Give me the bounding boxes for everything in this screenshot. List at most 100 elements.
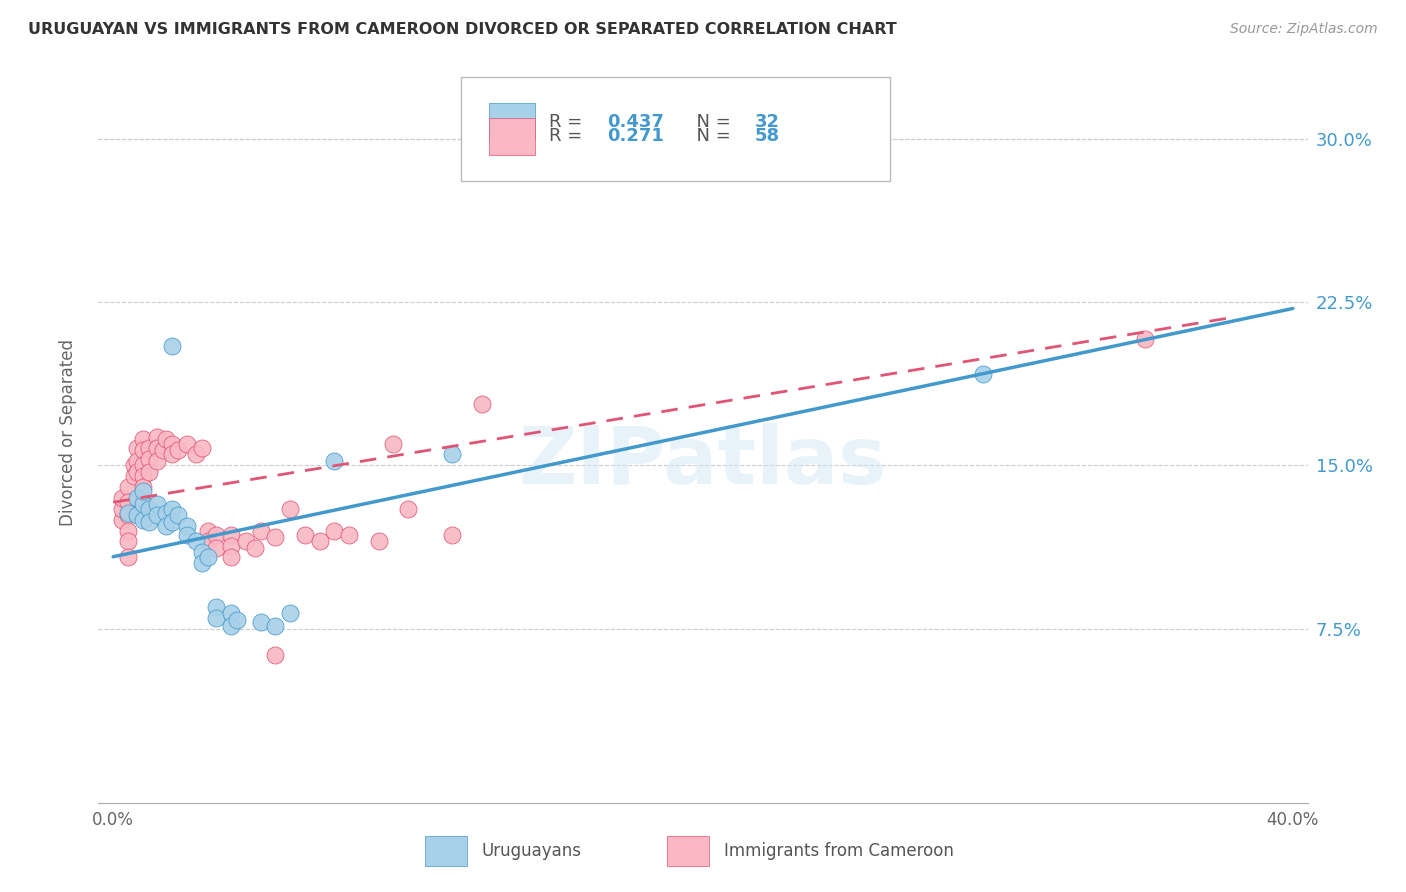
Point	[131, 513, 153, 527]
Point	[131, 498, 153, 512]
Point	[205, 599, 228, 614]
Point	[471, 397, 494, 411]
Point	[117, 480, 139, 494]
Point	[131, 495, 153, 509]
Text: Source: ZipAtlas.com: Source: ZipAtlas.com	[1230, 22, 1378, 37]
Point	[219, 549, 242, 564]
Point	[122, 458, 145, 473]
Point	[308, 534, 330, 549]
Point	[117, 534, 139, 549]
Point	[117, 506, 139, 520]
Text: R =: R =	[550, 128, 589, 145]
Point	[264, 619, 287, 633]
Text: URUGUAYAN VS IMMIGRANTS FROM CAMEROON DIVORCED OR SEPARATED CORRELATION CHART: URUGUAYAN VS IMMIGRANTS FROM CAMEROON DI…	[28, 22, 897, 37]
Point	[138, 515, 160, 529]
Bar	[425, 836, 467, 866]
Point	[441, 447, 464, 461]
Point	[219, 528, 242, 542]
Point	[111, 501, 134, 516]
Point	[197, 524, 219, 538]
Point	[176, 528, 198, 542]
Point	[167, 508, 190, 523]
Point	[278, 501, 301, 516]
Point	[117, 495, 139, 509]
Point	[190, 545, 212, 559]
Point	[160, 436, 183, 450]
Point	[294, 528, 316, 542]
Point	[131, 443, 153, 458]
Text: N =: N =	[685, 112, 737, 130]
Point	[146, 441, 169, 455]
Point	[205, 528, 228, 542]
Bar	[666, 836, 709, 866]
Point	[125, 465, 148, 479]
Point	[138, 465, 160, 479]
Point	[125, 508, 148, 523]
Point	[205, 611, 228, 625]
Text: 0.271: 0.271	[607, 128, 665, 145]
Point	[146, 498, 169, 512]
Text: Uruguayans: Uruguayans	[482, 842, 582, 860]
Point	[125, 491, 148, 505]
Point	[249, 615, 271, 629]
Point	[382, 436, 405, 450]
Point	[176, 519, 198, 533]
Point	[323, 524, 346, 538]
Point	[337, 528, 360, 542]
Point	[152, 443, 174, 458]
Point	[131, 458, 153, 473]
Point	[243, 541, 266, 555]
Point	[122, 469, 145, 483]
Point	[278, 607, 301, 621]
Point	[125, 441, 148, 455]
Point	[197, 534, 219, 549]
Point	[155, 519, 177, 533]
Point	[111, 513, 134, 527]
Point	[131, 480, 153, 494]
Point	[111, 491, 134, 505]
Point	[190, 556, 212, 570]
Y-axis label: Divorced or Separated: Divorced or Separated	[59, 339, 77, 526]
Point	[131, 484, 153, 499]
Point	[160, 501, 183, 516]
Text: 32: 32	[755, 112, 780, 130]
Point	[117, 524, 139, 538]
Point	[323, 454, 346, 468]
Point	[138, 501, 160, 516]
Point	[160, 515, 183, 529]
Point	[226, 613, 249, 627]
Point	[131, 469, 153, 483]
Bar	[489, 118, 534, 155]
Text: R =: R =	[550, 112, 589, 130]
Point	[197, 549, 219, 564]
Point	[160, 338, 183, 352]
Point	[117, 549, 139, 564]
Point	[264, 648, 287, 662]
Point	[155, 506, 177, 520]
Point	[146, 454, 169, 468]
Point	[125, 454, 148, 468]
Point	[219, 539, 242, 553]
Point	[441, 528, 464, 542]
Point	[972, 367, 994, 381]
Point	[249, 524, 271, 538]
Bar	[489, 103, 534, 140]
FancyBboxPatch shape	[461, 78, 890, 181]
Point	[138, 451, 160, 466]
Point	[1135, 332, 1157, 346]
Point	[184, 447, 207, 461]
Point	[146, 508, 169, 523]
Text: 0.437: 0.437	[607, 112, 665, 130]
Point	[146, 430, 169, 444]
Point	[176, 436, 198, 450]
Point	[367, 534, 389, 549]
Text: 58: 58	[755, 128, 780, 145]
Point	[190, 441, 212, 455]
Point	[167, 443, 190, 458]
Point	[184, 534, 207, 549]
Point	[219, 607, 242, 621]
Point	[131, 432, 153, 446]
Point	[155, 432, 177, 446]
Point	[219, 619, 242, 633]
Point	[264, 530, 287, 544]
